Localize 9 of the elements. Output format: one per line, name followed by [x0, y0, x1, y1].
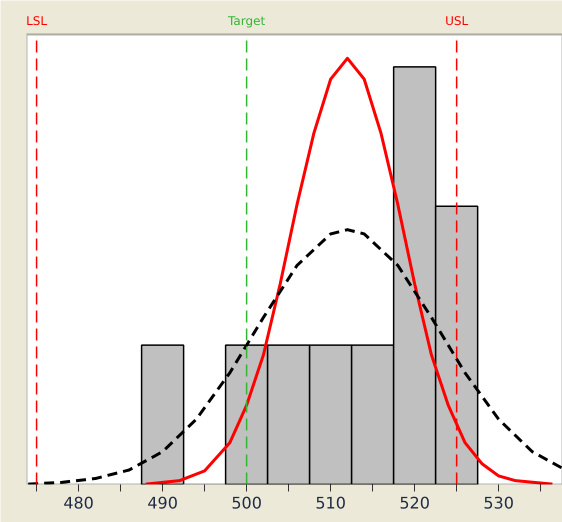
x-tick-label: 530 — [483, 494, 514, 512]
x-tick-label: 480 — [63, 494, 94, 512]
ref-line-label: LSL — [26, 14, 48, 28]
x-tick-label: 490 — [147, 494, 178, 512]
ref-line-label: USL — [445, 14, 468, 28]
x-tick-label: 520 — [399, 494, 430, 512]
ref-line-label: Target — [227, 14, 266, 28]
x-tick-label: 500 — [231, 494, 262, 512]
x-tick-label: 510 — [315, 494, 346, 512]
